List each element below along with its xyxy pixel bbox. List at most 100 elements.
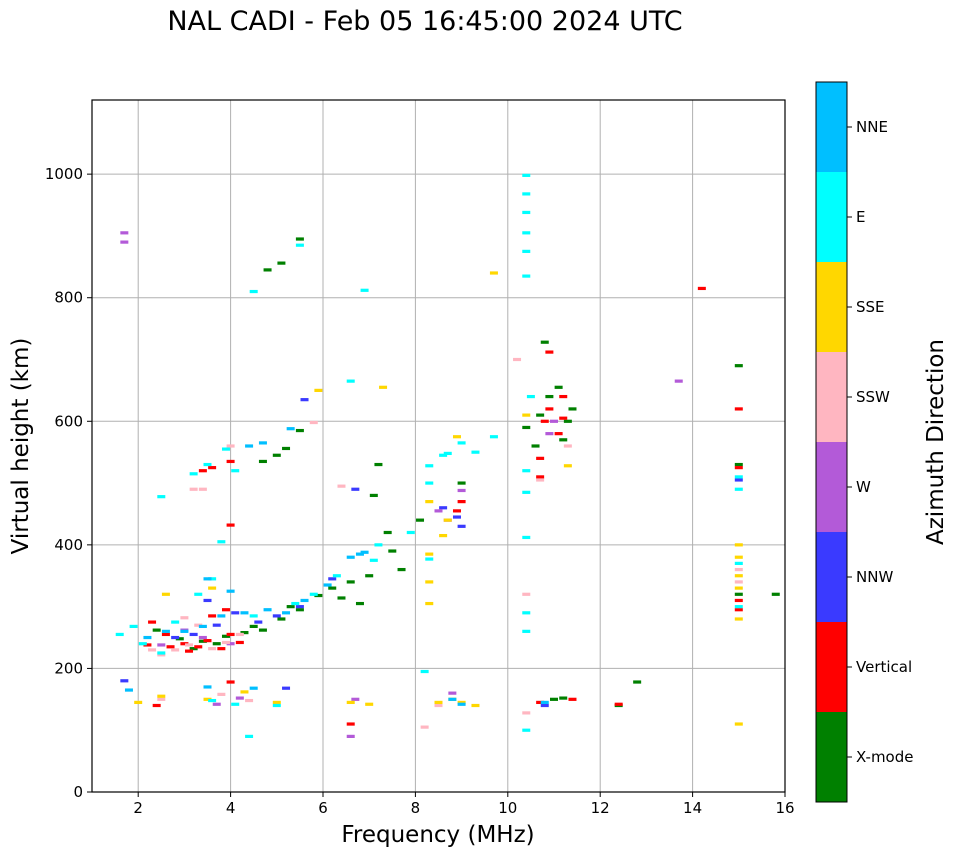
point-vertical <box>235 640 244 645</box>
point-x-mode <box>734 592 743 596</box>
point-nne <box>300 598 309 603</box>
point-e <box>249 614 258 618</box>
point-ssw <box>171 648 180 652</box>
point-vertical <box>208 614 217 618</box>
point-sse <box>425 601 434 606</box>
colorbar-swatch-x-mode <box>816 712 847 802</box>
colorbar-frame <box>815 81 848 803</box>
point-vertical <box>346 722 355 726</box>
y-axis-label: Virtual height (km) <box>8 338 34 555</box>
point-ssw <box>157 697 166 701</box>
colorbar-label-e: E <box>856 208 865 226</box>
point-w <box>212 702 221 706</box>
point-sse <box>425 552 434 556</box>
point-nne <box>226 589 235 593</box>
point-e <box>157 495 166 499</box>
point-ssw <box>157 653 166 657</box>
point-x-mode <box>189 647 198 651</box>
y-tick-label: 200 <box>54 659 83 677</box>
point-e <box>217 540 226 544</box>
point-x-mode <box>522 425 531 430</box>
x-tick-label: 14 <box>683 799 702 817</box>
point-nnw <box>300 398 309 402</box>
point-x-mode <box>295 237 304 241</box>
point-e <box>245 734 254 738</box>
point-w <box>545 432 554 436</box>
point-e <box>425 464 434 468</box>
point-w <box>550 419 558 423</box>
point-nnw <box>254 620 263 624</box>
point-vertical <box>734 407 743 411</box>
point-x-mode <box>374 462 383 467</box>
point-vertical <box>203 639 212 643</box>
colorbar-label-vertical: Vertical <box>856 658 912 676</box>
point-nnw <box>171 635 180 640</box>
point-nne <box>124 688 133 692</box>
point-x-mode <box>734 462 743 467</box>
point-ssw <box>217 692 226 696</box>
point-sse <box>734 617 743 621</box>
point-e <box>457 441 466 445</box>
point-x-mode <box>212 642 221 646</box>
point-x-mode <box>531 444 540 448</box>
point-ssw <box>420 725 429 729</box>
point-nne <box>540 700 549 705</box>
grid-lines <box>92 100 785 792</box>
point-e <box>734 605 743 609</box>
point-nne <box>286 427 295 431</box>
point-ssw <box>198 487 207 491</box>
point-nnw <box>272 614 281 618</box>
point-nne <box>355 552 364 556</box>
point-vertical <box>734 466 743 470</box>
point-e <box>734 561 743 565</box>
point-vertical <box>226 459 235 464</box>
point-x-mode <box>295 428 304 433</box>
point-ssw <box>189 487 198 491</box>
point-ssw <box>185 643 194 647</box>
point-vertical <box>198 469 207 473</box>
point-sse <box>734 586 743 590</box>
point-x-mode <box>337 596 346 600</box>
point-sse <box>365 702 374 706</box>
point-sse <box>734 543 743 547</box>
point-nne <box>161 629 170 633</box>
point-sse <box>489 271 498 275</box>
point-ssw <box>194 623 203 627</box>
point-x-mode <box>633 680 642 684</box>
point-x-mode <box>559 696 568 700</box>
point-x-mode <box>545 394 554 399</box>
colorbar-swatch-w <box>816 442 847 532</box>
point-w <box>674 379 683 383</box>
point-e <box>522 231 531 235</box>
point-ssw <box>734 580 743 584</box>
point-x-mode <box>397 567 406 572</box>
point-x-mode <box>550 697 558 701</box>
point-nne <box>457 702 466 706</box>
point-x-mode <box>198 639 207 643</box>
colorbar-swatch-sse <box>816 262 847 352</box>
colorbar-label-nnw: NNW <box>856 568 893 586</box>
point-nne <box>180 629 189 633</box>
point-vertical <box>226 632 235 637</box>
chart-title: NAL CADI - Feb 05 16:45:00 2024 UTC <box>167 6 683 37</box>
point-x-mode <box>277 261 286 265</box>
point-vertical <box>226 680 235 684</box>
point-x-mode <box>328 586 337 590</box>
point-sse <box>443 518 452 522</box>
point-x-mode <box>314 593 323 598</box>
x-tick-label: 8 <box>411 799 421 817</box>
point-x-mode <box>559 438 568 442</box>
point-vertical <box>559 394 568 399</box>
point-sse <box>346 700 355 705</box>
colorbar-label: Azimuth Direction <box>923 339 949 545</box>
point-sse <box>208 586 217 590</box>
point-e <box>171 620 180 624</box>
point-w <box>434 509 443 513</box>
point-x-mode <box>175 637 184 641</box>
point-e <box>295 243 304 247</box>
point-sse <box>734 722 743 726</box>
point-vertical <box>536 475 545 479</box>
point-nne <box>217 614 226 618</box>
colorbar-label-nne: NNE <box>856 118 888 136</box>
